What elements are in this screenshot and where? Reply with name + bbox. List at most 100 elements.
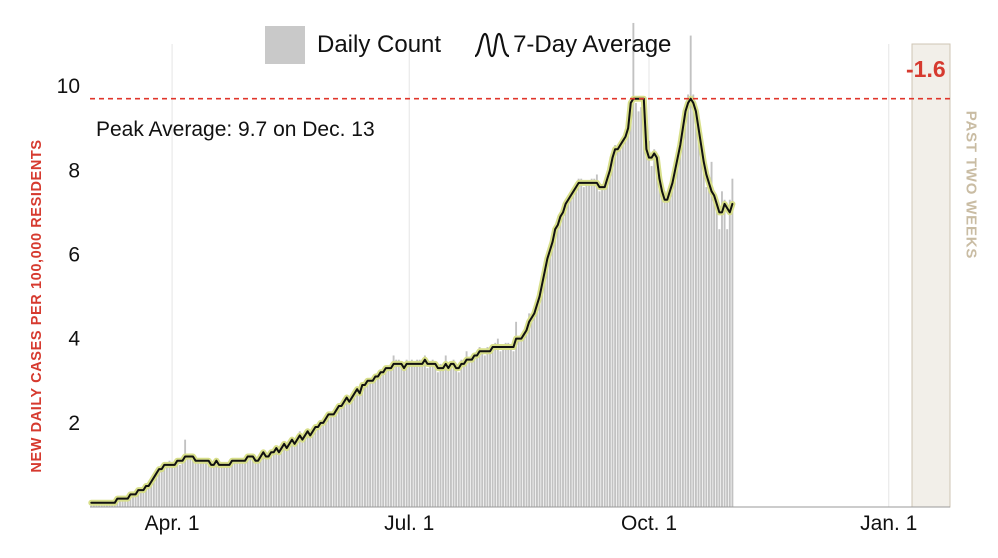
bar	[533, 309, 536, 507]
bar	[655, 157, 658, 507]
bar	[528, 313, 531, 507]
bar	[184, 439, 187, 507]
bar	[650, 166, 653, 507]
bar	[426, 368, 429, 507]
bar	[171, 464, 174, 507]
bar	[423, 355, 426, 507]
bar	[460, 359, 463, 507]
bar	[635, 102, 637, 508]
bar	[197, 460, 200, 507]
bar	[504, 342, 507, 507]
bar	[687, 94, 690, 507]
bar	[137, 490, 140, 507]
bar	[562, 212, 564, 508]
bar	[726, 229, 729, 507]
bar	[390, 368, 392, 507]
bar	[538, 292, 541, 507]
bar	[129, 494, 132, 507]
bar	[590, 178, 593, 507]
bar	[207, 460, 210, 507]
bar	[619, 145, 622, 507]
bar	[330, 414, 332, 507]
bar	[353, 393, 356, 507]
bar	[447, 368, 450, 507]
bar	[400, 363, 403, 507]
bar	[236, 460, 239, 507]
bar	[580, 178, 583, 507]
bar	[298, 431, 301, 507]
bar	[648, 140, 650, 507]
bar	[431, 359, 434, 507]
bar	[556, 224, 559, 508]
bar	[228, 464, 231, 507]
bar	[382, 372, 385, 507]
bar	[238, 460, 241, 507]
x-tick-label: Oct. 1	[621, 512, 677, 535]
bar	[132, 494, 134, 507]
bar	[345, 397, 348, 507]
bar	[199, 460, 202, 507]
bar	[152, 477, 155, 507]
bar	[481, 351, 484, 507]
bar	[694, 107, 697, 507]
bar	[452, 359, 455, 507]
bar	[202, 460, 205, 507]
bar	[304, 435, 306, 507]
bar	[192, 456, 194, 507]
bar	[241, 460, 244, 507]
bar	[416, 359, 418, 507]
bar	[186, 456, 189, 507]
bar	[366, 380, 369, 507]
bar	[160, 469, 163, 507]
bar	[661, 191, 663, 507]
bar	[731, 178, 734, 507]
bar	[210, 464, 213, 507]
bar	[676, 157, 679, 507]
bar	[489, 351, 491, 507]
bar	[134, 494, 137, 507]
bar	[259, 456, 262, 507]
bar	[692, 94, 695, 507]
bar	[267, 456, 270, 507]
bar	[142, 490, 145, 507]
bar	[522, 330, 525, 507]
bar	[705, 187, 708, 508]
bar	[377, 376, 379, 507]
bar	[189, 456, 192, 507]
bar	[502, 347, 504, 507]
bar	[598, 191, 601, 507]
bar	[392, 355, 395, 507]
bar	[335, 410, 338, 507]
bar	[658, 178, 661, 507]
bar	[640, 107, 643, 507]
bar	[311, 431, 314, 507]
bar	[374, 376, 377, 507]
bar	[674, 170, 676, 507]
bar	[429, 363, 432, 507]
bar	[324, 418, 327, 507]
bar	[249, 456, 252, 507]
y-axis-label: NEW DAILY CASES PER 100,000 RESIDENTS	[29, 139, 45, 473]
bar	[499, 351, 502, 507]
bar	[293, 443, 296, 507]
bar	[327, 414, 330, 507]
bar	[444, 355, 447, 507]
bar	[246, 456, 249, 507]
bar	[413, 363, 416, 507]
bar	[614, 145, 617, 507]
bar	[387, 368, 390, 507]
bar	[622, 140, 624, 507]
bar	[358, 393, 361, 507]
bar	[275, 448, 278, 507]
x-tick-label: Jan. 1	[860, 512, 917, 535]
bar	[421, 363, 424, 507]
bar	[713, 195, 716, 507]
bar	[554, 229, 557, 507]
bar	[473, 355, 476, 507]
bar	[567, 195, 570, 507]
x-tick-label: Jul. 1	[384, 512, 434, 535]
bar	[455, 368, 458, 507]
bar	[418, 359, 421, 507]
bar	[176, 460, 179, 507]
bar	[718, 229, 721, 507]
